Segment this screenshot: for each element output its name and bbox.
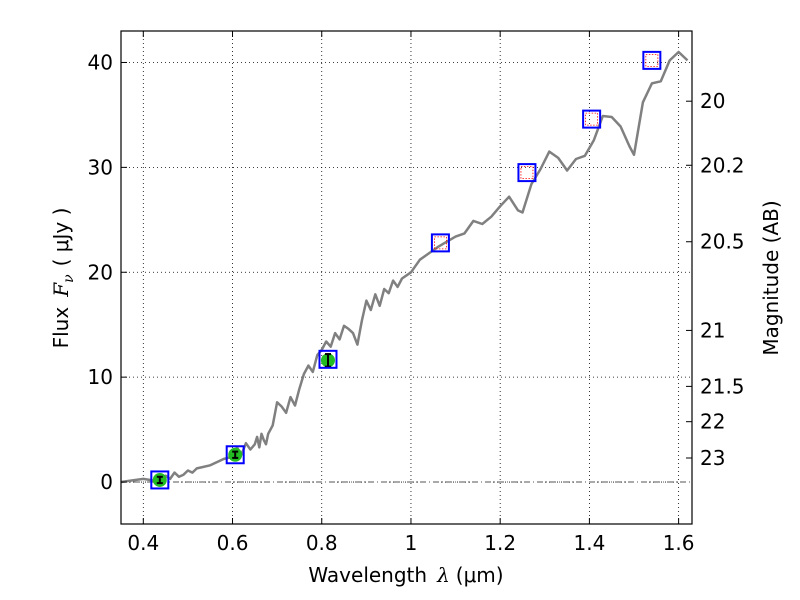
y2-tick-label-0: 20 xyxy=(700,89,725,113)
x-axis-label-symbol: λ xyxy=(436,563,450,587)
photometry-markers xyxy=(150,50,662,490)
x-tick-label-5: 1.4 xyxy=(573,531,605,555)
y2-tick-label-4: 21.5 xyxy=(700,374,745,398)
y-axis-label-unit: ( μJy ) xyxy=(49,208,73,267)
axis-ticks xyxy=(121,31,692,524)
y2-tick-label-6: 23 xyxy=(700,446,725,470)
y2-tick-label-2: 20.5 xyxy=(700,230,745,254)
model-flux-box-1 xyxy=(225,445,245,465)
model-flux-box-3 xyxy=(430,233,450,253)
y-tick-labels: 0 10 20 30 40 xyxy=(88,50,113,494)
y-tick-label-1: 10 xyxy=(88,365,113,389)
x-tick-label-0: 0.4 xyxy=(127,531,159,555)
y-axis-label-symbol: F xyxy=(49,282,73,298)
model-flux-box-6 xyxy=(642,50,662,70)
y-axis-label: Flux Fν ( μJy ) xyxy=(49,208,77,349)
y2-tick-labels: 20 20.2 20.5 21 21.5 22 23 xyxy=(700,89,745,470)
model-spectrum-line xyxy=(120,50,689,484)
y-axis-label-subscript: ν xyxy=(61,274,77,283)
plot-area-frame xyxy=(120,30,693,525)
x-axis-label-unit: (μm) xyxy=(456,563,504,587)
y2-tick-label-3: 21 xyxy=(700,318,725,342)
y-tick-label-0: 0 xyxy=(100,470,113,494)
model-flux-inner-4 xyxy=(520,166,534,180)
model-flux-box-5 xyxy=(582,109,602,129)
model-flux-inner-5 xyxy=(585,112,599,126)
model-flux-inner-3 xyxy=(434,236,447,250)
y2-tick-label-1: 20.2 xyxy=(700,153,745,177)
y-tick-label-2: 20 xyxy=(88,260,113,284)
x-tick-label-2: 0.8 xyxy=(306,531,338,555)
model-flux-box-0 xyxy=(150,470,170,490)
x-tick-label-6: 1.6 xyxy=(663,531,695,555)
x-tick-label-1: 0.6 xyxy=(217,531,249,555)
y2-tick-label-5: 22 xyxy=(700,410,725,434)
x-tick-label-4: 1.2 xyxy=(484,531,516,555)
y-tick-label-3: 30 xyxy=(88,155,113,179)
y-tick-label-4: 40 xyxy=(88,50,113,74)
x-axis-label: Wavelength λ (μm) xyxy=(308,563,503,587)
y2-axis-label: Magnitude (AB) xyxy=(759,200,783,355)
x-tick-labels: 0.4 0.6 0.8 1 1.2 1.4 1.6 xyxy=(127,531,694,555)
model-flux-box-2 xyxy=(318,349,338,369)
model-flux-box-4 xyxy=(517,163,537,183)
x-tick-label-3: 1 xyxy=(405,531,418,555)
model-flux-inner-6 xyxy=(645,53,659,67)
x-axis-label-text: Wavelength xyxy=(308,563,427,587)
y-axis-label-text: Flux xyxy=(49,307,73,349)
